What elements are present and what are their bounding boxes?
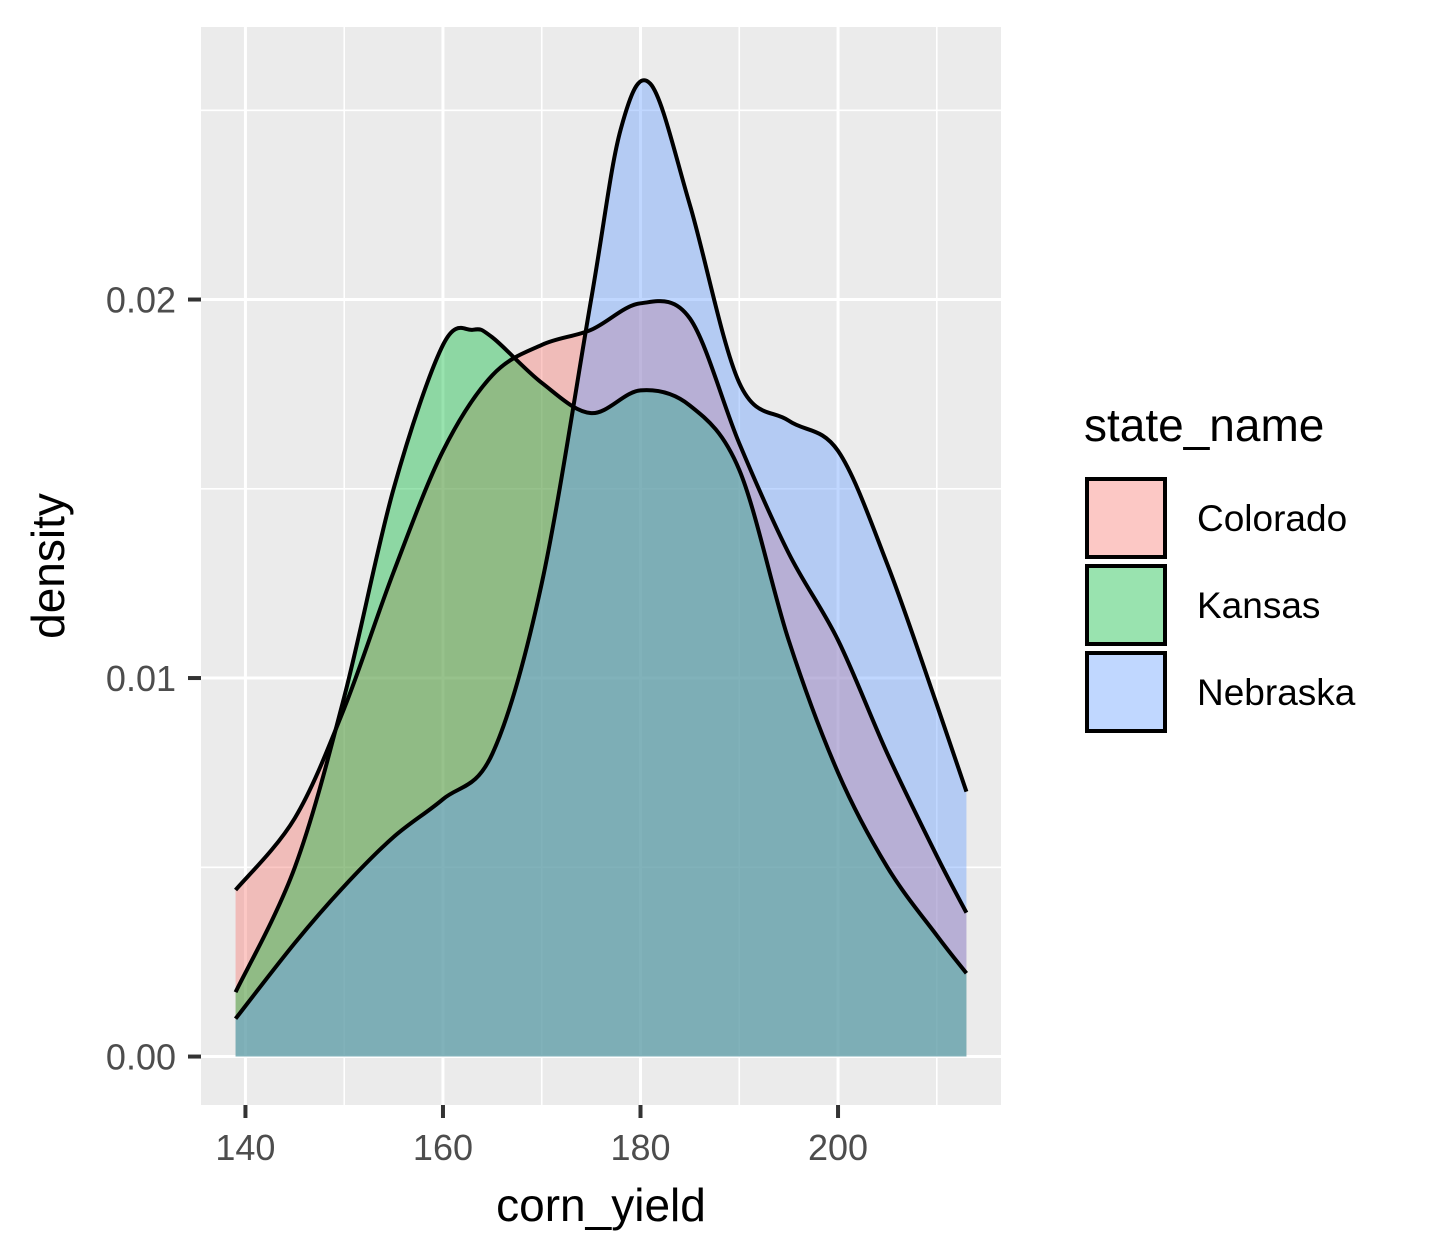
x-axis: 140 160 180 200: [215, 1105, 868, 1168]
major-gridlines: [201, 27, 1001, 1105]
density-line-kansas: [233, 325, 969, 994]
legend-swatch-nebraska: [1085, 651, 1167, 733]
y-axis-title: density: [22, 493, 74, 639]
density-line-colorado: [234, 299, 969, 914]
minor-gridlines: [201, 27, 1001, 1105]
density-lines: [233, 78, 969, 1020]
legend-swatch-colorado: [1085, 477, 1167, 559]
legend-title: state_name: [1084, 399, 1324, 451]
legend-key-nebraska: [1087, 653, 1165, 731]
x-tick-label: 160: [413, 1127, 473, 1168]
density-area-colorado: [235, 301, 967, 1057]
density-line-nebraska: [233, 78, 969, 1020]
x-tick-label: 140: [215, 1127, 275, 1168]
legend: state_name Colorado Kansas Nebraska: [1084, 399, 1356, 733]
legend-key-kansas: [1087, 566, 1165, 644]
legend-label-nebraska: Nebraska: [1197, 672, 1356, 713]
y-tick-label: 0.00: [106, 1037, 176, 1078]
density-area-nebraska: [235, 80, 967, 1057]
panel-background: [201, 27, 1001, 1105]
x-axis-title: corn_yield: [496, 1179, 706, 1231]
legend-key-colorado: [1087, 479, 1165, 557]
y-tick-label: 0.01: [106, 658, 176, 699]
legend-swatch-kansas: [1085, 564, 1167, 646]
legend-label-kansas: Kansas: [1197, 585, 1320, 626]
legend-label-colorado: Colorado: [1197, 498, 1347, 539]
y-axis: 0.00 0.01 0.02: [106, 280, 201, 1078]
x-tick-label: 180: [610, 1127, 670, 1168]
x-tick-label: 200: [808, 1127, 868, 1168]
y-tick-label: 0.02: [106, 280, 176, 321]
